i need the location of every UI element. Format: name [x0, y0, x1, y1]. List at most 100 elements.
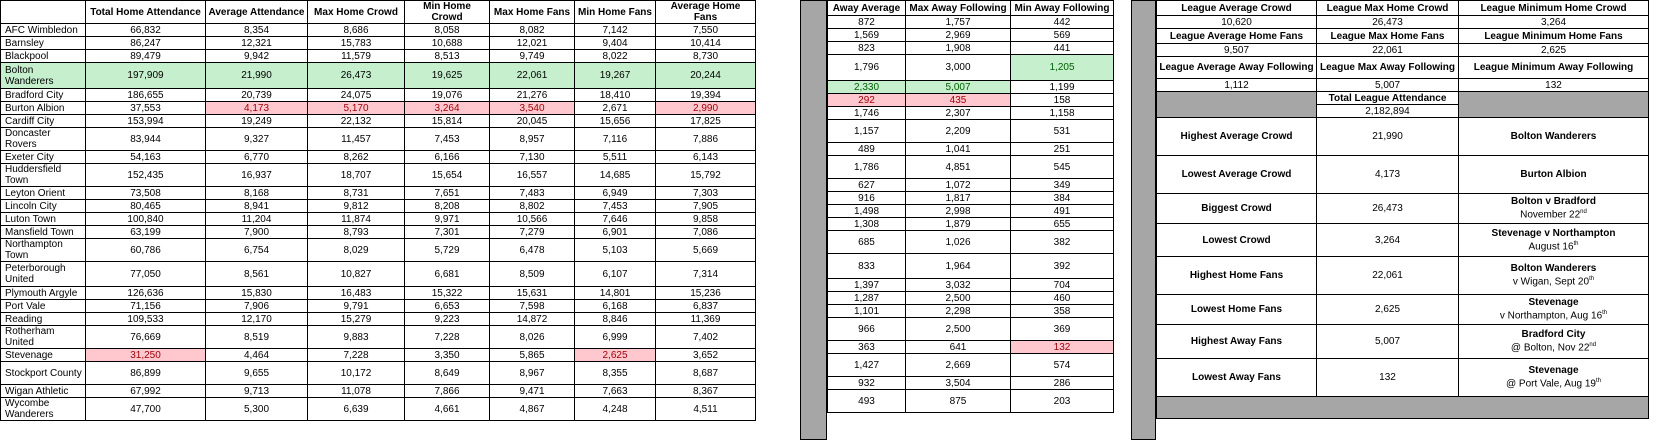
cell-maxa: 2,307 [905, 106, 1011, 120]
cell-avgf: 10,414 [655, 36, 756, 50]
cell-avgf: 15,792 [655, 163, 756, 187]
record-value: 4,173 [1316, 155, 1459, 194]
league-avg-fans-value: 9,507 [1156, 43, 1317, 57]
cell-maxf: 20,045 [489, 114, 575, 128]
record-detail-suffix: th [1589, 276, 1595, 283]
cell-min: 15,814 [404, 114, 490, 128]
cell-minf: 6,168 [574, 299, 656, 313]
cell-away: 1,101 [827, 304, 906, 318]
cell-avg: 4,173 [205, 101, 308, 115]
table-row: 872 1,757 442 [827, 15, 1114, 29]
cell-max: 10,172 [307, 361, 405, 385]
cell-away: 1,498 [827, 204, 906, 218]
header-away-average: Away Average [827, 0, 906, 16]
cell-avgf: 8,687 [655, 361, 756, 385]
cell-avg: 6,754 [205, 238, 308, 262]
team-name: Blackpool [0, 49, 86, 63]
record-detail-main: Stevenage [1528, 365, 1579, 377]
cell-avgf: 7,905 [655, 199, 756, 213]
table-row: 833 1,964 392 [827, 253, 1114, 279]
cell-minf: 5,103 [574, 238, 656, 262]
cell-avg: 12,170 [205, 312, 308, 326]
cell-maxa: 435 [905, 93, 1011, 107]
league-min-away-label: League Minimum Away Following [1458, 56, 1649, 79]
cell-avg: 9,327 [205, 127, 308, 151]
cell-mina: 531 [1010, 119, 1114, 143]
cell-maxf: 4,867 [489, 397, 575, 421]
cell-max: 15,783 [307, 36, 405, 50]
cell-maxa: 2,500 [905, 291, 1011, 305]
record-row: Biggest Crowd 26,473 Bolton v Bradford Nove… [1156, 193, 1649, 224]
cell-total: 73,508 [85, 186, 206, 200]
cell-minf: 7,663 [574, 384, 656, 398]
table-row: Bradford City 186,655 20,739 24,075 19,076 21… [0, 88, 756, 102]
gray-footer [1156, 396, 1649, 419]
cell-avg: 11,204 [205, 212, 308, 226]
cell-max: 9,812 [307, 199, 405, 213]
cell-min: 8,649 [404, 361, 490, 385]
column-separator [1131, 0, 1156, 440]
cell-total: 37,553 [85, 101, 206, 115]
table-row: Huddersfield Town 152,435 16,937 18,707 15,6… [0, 163, 756, 187]
cell-total: 31,250 [85, 348, 206, 362]
cell-avgf: 7,402 [655, 325, 756, 349]
cell-minf: 7,142 [574, 23, 656, 37]
table-row: Luton Town 100,840 11,204 11,874 9,971 10,566… [0, 212, 756, 226]
record-detail-main: Bolton Wanderers [1510, 131, 1597, 142]
league-min-away-value: 132 [1458, 78, 1649, 92]
table-row: Lincoln City 80,465 8,941 9,812 8,208 8,802 7,… [0, 199, 756, 213]
cell-avg: 8,168 [205, 186, 308, 200]
record-value: 22,061 [1316, 256, 1459, 295]
cell-avg: 5,300 [205, 397, 308, 421]
record-detail-suffix: th [1596, 378, 1602, 385]
cell-away: 292 [827, 93, 906, 107]
cell-min: 6,166 [404, 150, 490, 164]
record-detail-sub: v Northampton, Aug 16th [1461, 308, 1646, 321]
cell-mina: 1,158 [1010, 106, 1114, 120]
record-detail-sub: August 16th [1461, 239, 1646, 252]
cell-max: 9,883 [307, 325, 405, 349]
cell-away: 1,427 [827, 353, 906, 377]
cell-mina: 203 [1010, 389, 1114, 413]
table-row: Wycombe Wanderers 47,700 5,300 6,639 4,661 4,… [0, 397, 756, 421]
league-max-away-value: 5,007 [1316, 78, 1459, 92]
cell-avg: 6,770 [205, 150, 308, 164]
record-detail: Stevenage v Northampton, Aug 16th [1458, 294, 1649, 325]
cell-avg: 9,713 [205, 384, 308, 398]
cell-minf: 7,646 [574, 212, 656, 226]
cell-avg: 16,937 [205, 163, 308, 187]
cell-away: 489 [827, 142, 906, 156]
cell-total: 153,994 [85, 114, 206, 128]
gray-cell [1458, 91, 1649, 118]
header-team [0, 0, 86, 24]
cell-min: 19,076 [404, 88, 490, 102]
record-detail: Bolton Wanderers [1458, 117, 1649, 156]
record-detail-suffix: th [1602, 310, 1608, 317]
table-row: Doncaster Rovers 83,944 9,327 11,457 7,453 8,… [0, 127, 756, 151]
cell-min: 15,654 [404, 163, 490, 187]
cell-avgf: 19,394 [655, 88, 756, 102]
team-name: Stockport County [0, 361, 86, 385]
cell-avg: 9,942 [205, 49, 308, 63]
cell-maxa: 3,032 [905, 278, 1011, 292]
cell-min: 15,322 [404, 286, 490, 300]
cell-max: 11,579 [307, 49, 405, 63]
cell-mina: 491 [1010, 204, 1114, 218]
record-label: Lowest Average Crowd [1156, 155, 1317, 194]
cell-maxf: 7,483 [489, 186, 575, 200]
table-row: Peterborough United 77,050 8,561 10,827 6,68… [0, 261, 756, 287]
league-max-away-label: League Max Away Following [1316, 56, 1459, 79]
record-detail: Stevenage @ Port Vale, Aug 19th [1458, 358, 1649, 397]
record-label: Lowest Away Fans [1156, 358, 1317, 397]
cell-avg: 8,941 [205, 199, 308, 213]
cell-total: 86,247 [85, 36, 206, 50]
record-detail-sub: v Wigan, Sept 20th [1461, 274, 1646, 287]
record-detail-suffix: th [1573, 240, 1579, 247]
cell-min: 7,453 [404, 127, 490, 151]
cell-maxa: 1,041 [905, 142, 1011, 156]
team-name: Reading [0, 312, 86, 326]
cell-avgf: 7,886 [655, 127, 756, 151]
team-name: Mansfield Town [0, 225, 86, 239]
cell-avgf: 4,511 [655, 397, 756, 421]
cell-maxf: 12,021 [489, 36, 575, 50]
